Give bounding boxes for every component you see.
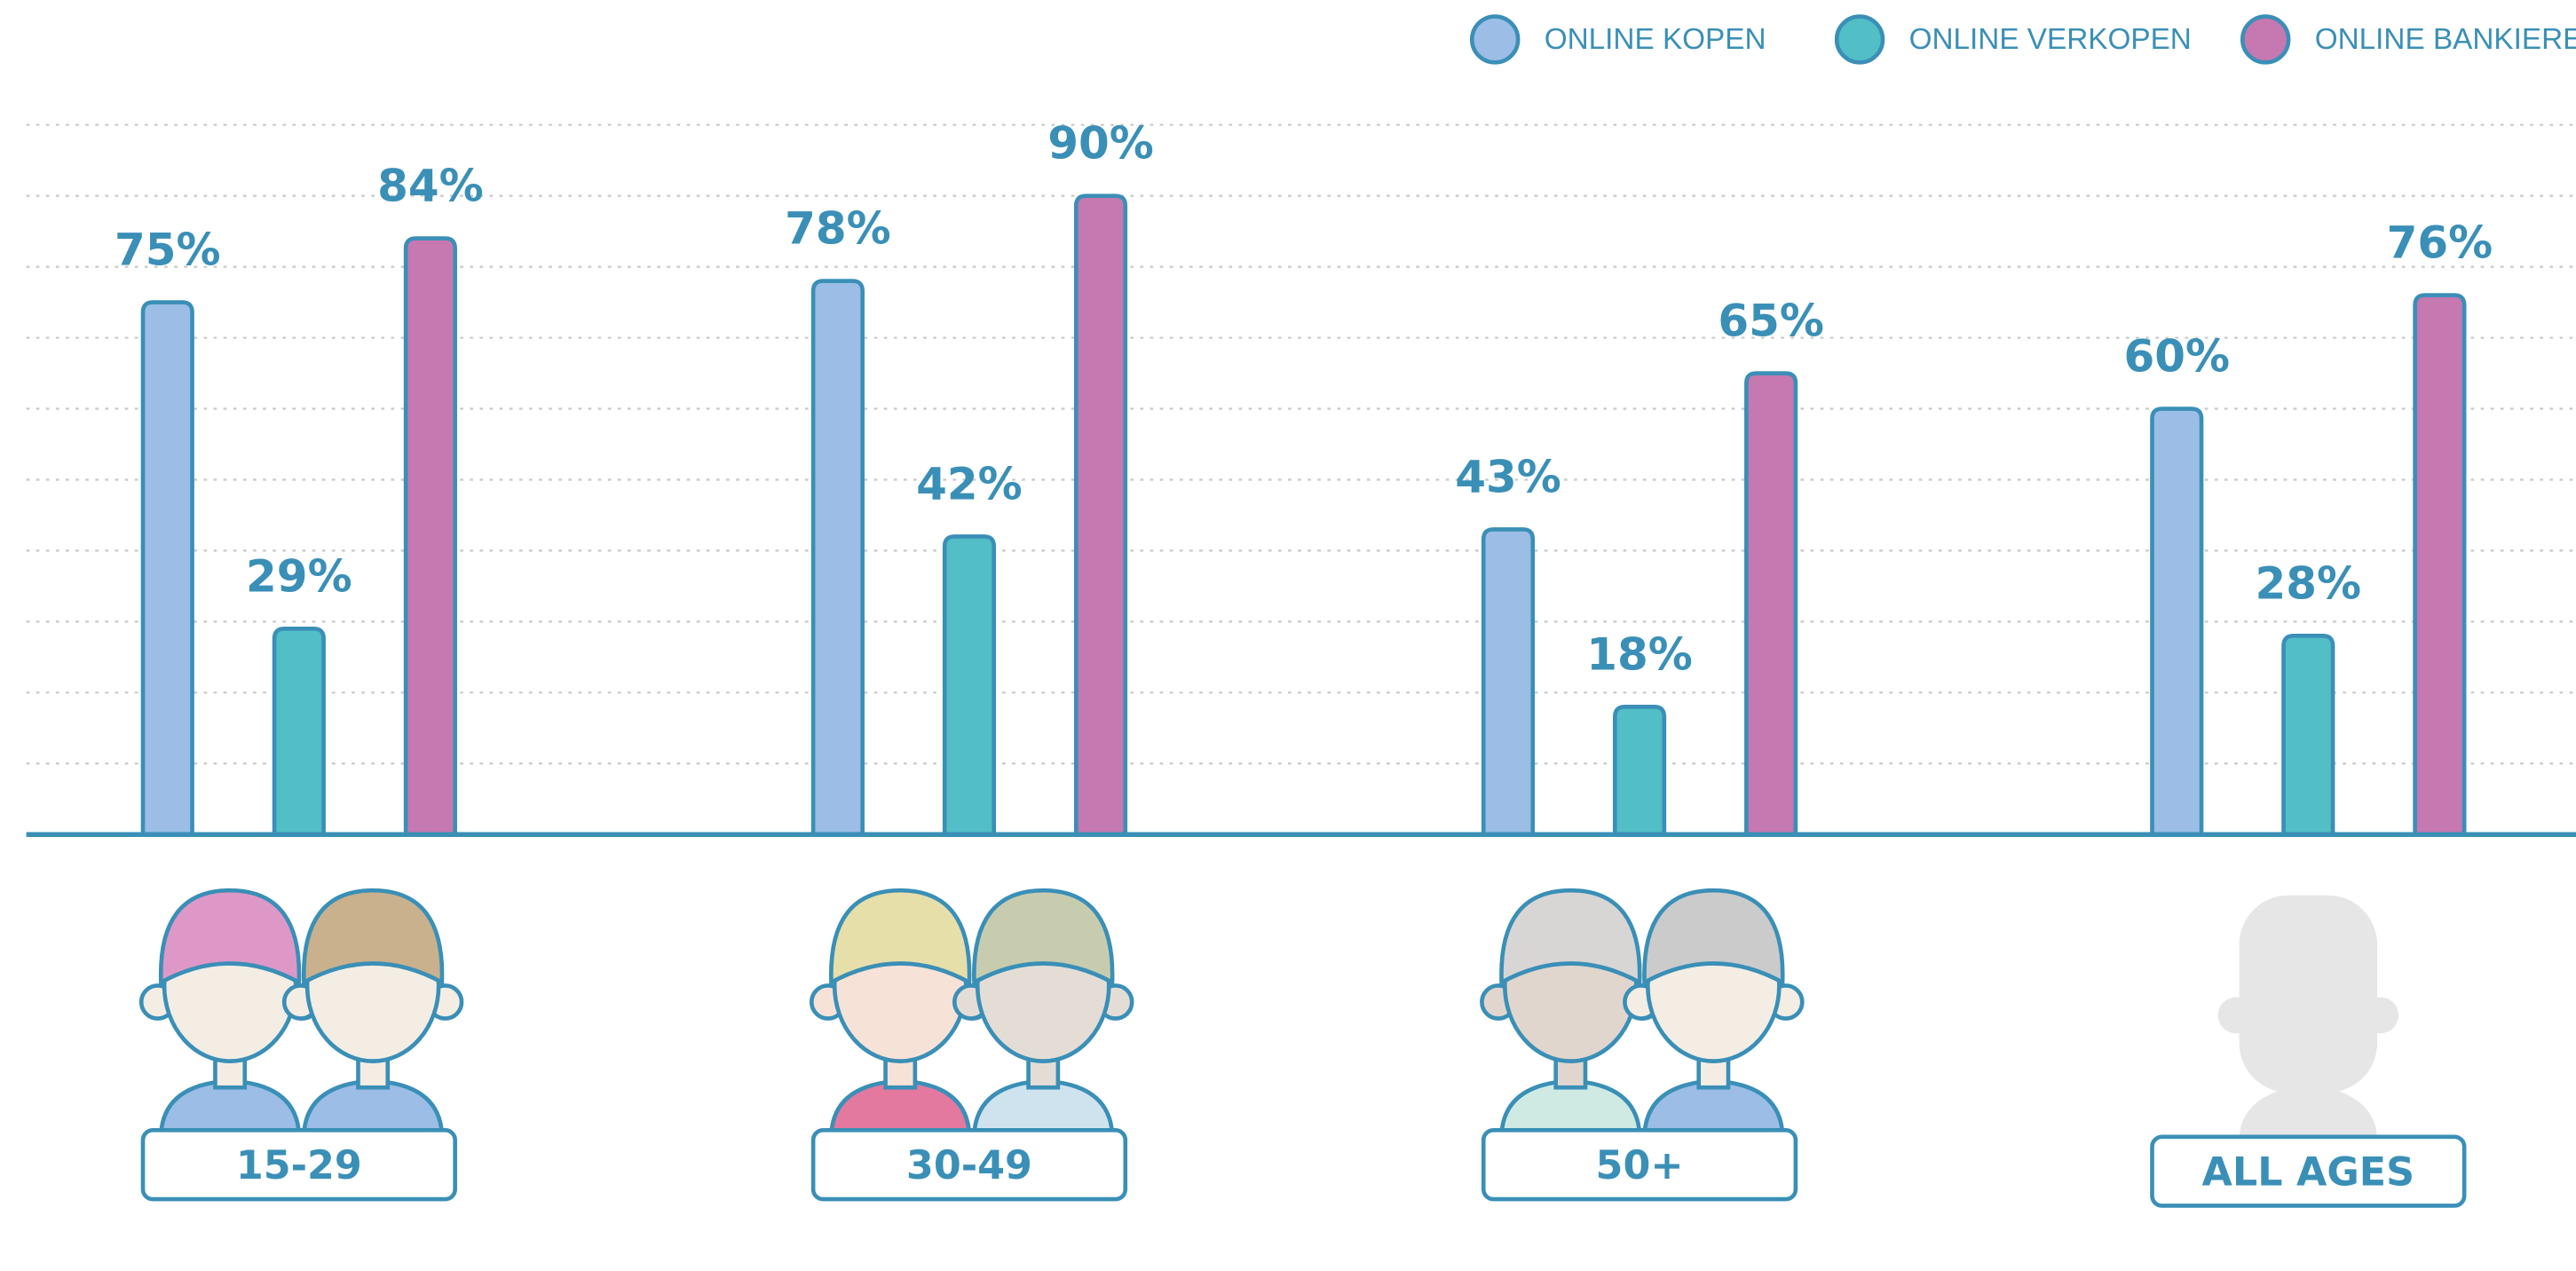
category-box (140, 1128, 457, 1202)
bar (2150, 407, 2204, 835)
value-label: 84% (377, 161, 484, 212)
person-icon (281, 888, 464, 1136)
value-label: 90% (1047, 118, 1154, 170)
legend-swatch (1834, 14, 1885, 65)
value-label: 60% (2123, 330, 2230, 382)
hair (158, 888, 302, 986)
hair (1499, 888, 1642, 986)
legend-label: ONLINE KOPEN (1545, 23, 1766, 56)
hair (1642, 888, 1785, 986)
value-label: 18% (1586, 628, 1693, 680)
bar (1073, 193, 1128, 835)
bar (272, 627, 326, 835)
x-tick-label: 50+ (1596, 1143, 1684, 1188)
generic-person (2239, 1084, 2378, 1137)
generic-person (2362, 997, 2399, 1034)
value-label: 28% (2256, 557, 2362, 609)
legend-label: ONLINE VERKOPEN (1909, 23, 2192, 56)
generic-person (2217, 997, 2255, 1034)
bar (810, 279, 865, 835)
bar (1744, 371, 1798, 835)
bar (2413, 293, 2467, 835)
bar (2281, 634, 2335, 835)
x-tick-label: ALL AGES (2202, 1149, 2415, 1195)
person-icon (1480, 888, 1662, 1136)
bar (140, 300, 194, 835)
category-box (1481, 1128, 1798, 1202)
hair (302, 888, 445, 986)
value-label: 78% (785, 203, 891, 255)
value-label: 42% (916, 458, 1023, 509)
hair (972, 888, 1115, 986)
value-label: 65% (1718, 296, 1824, 347)
value-label: 43% (1455, 451, 1561, 502)
person-icon (952, 888, 1134, 1136)
person-icon (1623, 888, 1805, 1136)
bar (403, 236, 457, 835)
legend-swatch (1469, 14, 1521, 65)
bar (1612, 704, 1667, 835)
hair (829, 888, 972, 986)
illustrations (138, 888, 2399, 1137)
person-icon (809, 888, 992, 1136)
value-label: 75% (115, 225, 221, 276)
bar (942, 534, 997, 835)
legend-label: ONLINE BANKIEREN (2315, 23, 2576, 56)
generic-person (2239, 895, 2378, 1093)
bar (1481, 527, 1536, 835)
category-box (2150, 1134, 2467, 1208)
value-label: 76% (2387, 217, 2493, 269)
x-tick-label: 30-49 (906, 1143, 1032, 1188)
legend-swatch (2240, 14, 2291, 65)
category-box (810, 1128, 1128, 1202)
x-tick-label: 15-29 (236, 1143, 362, 1188)
value-label: 29% (246, 550, 352, 602)
